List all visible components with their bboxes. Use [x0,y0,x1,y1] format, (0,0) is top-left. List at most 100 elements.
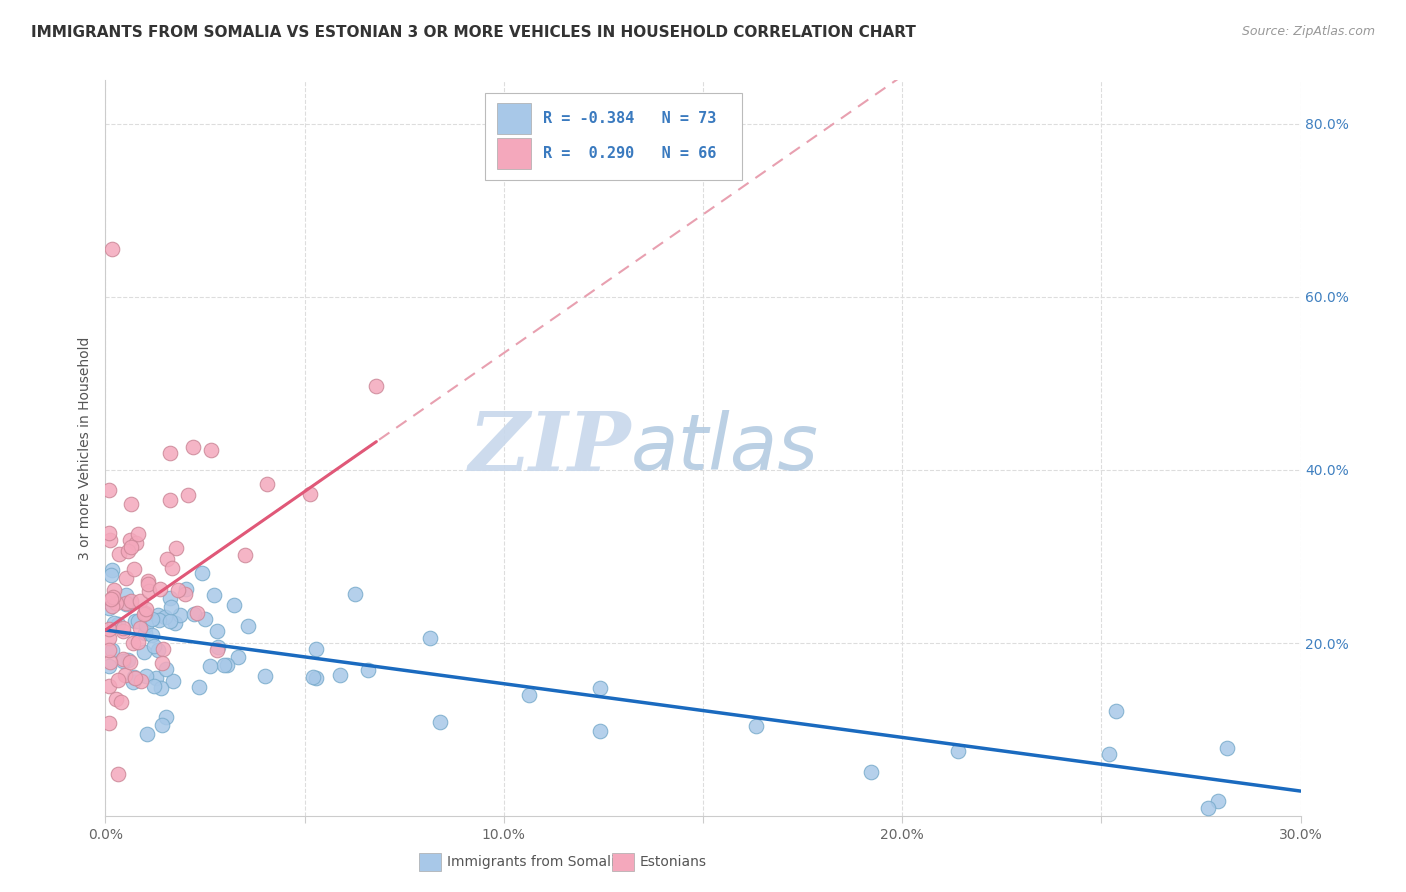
Point [125,536,148,550]
Point [98,679,121,693]
Point [107,547,129,561]
Point [155,552,177,566]
Point [159,445,181,459]
Point [344,587,367,601]
Point [256,477,278,491]
Point [186,606,208,620]
Point [127,614,149,628]
Point [117,653,139,667]
Point [122,670,145,684]
Point [98,623,121,637]
Point [155,663,177,677]
Point [138,577,160,591]
Point [100,568,122,582]
Y-axis label: 3 or more Vehicles in Household: 3 or more Vehicles in Household [79,336,93,560]
Point [132,645,155,659]
Point [105,692,128,706]
Point [114,597,136,611]
Text: Estonians: Estonians [640,855,707,869]
FancyBboxPatch shape [485,93,742,179]
Point [150,718,173,732]
Point [136,726,159,740]
Point [103,590,125,604]
Point [118,655,141,669]
Point [357,663,380,677]
Point [205,624,228,639]
Point [174,582,197,596]
Point [98,715,121,730]
Point [98,533,121,547]
Point [159,600,181,615]
Point [142,639,165,653]
Point [104,596,127,610]
Point [222,599,245,613]
Point [159,615,181,629]
Point [141,612,163,626]
Point [305,642,328,657]
Point [111,654,134,668]
Point [128,621,150,635]
Point [1105,704,1128,718]
Text: ZIP: ZIP [468,409,631,488]
Point [226,650,249,665]
Point [148,608,170,623]
Point [162,674,184,689]
Point [165,541,187,555]
Point [148,643,170,657]
Point [299,486,322,500]
Point [589,723,612,738]
Point [174,587,197,601]
Point [160,561,183,575]
Point [159,493,181,508]
Point [134,606,156,620]
Point [101,599,124,614]
Point [103,582,125,597]
Text: Immigrants from Somalia: Immigrants from Somalia [447,855,624,869]
Point [98,483,121,497]
Point [236,619,259,633]
Point [136,574,159,589]
Point [946,744,969,758]
Point [149,681,172,695]
Point [1197,800,1219,814]
Point [169,607,191,622]
Point [194,612,217,626]
Point [127,527,149,541]
Point [165,615,187,630]
Point [114,596,136,610]
Point [127,634,149,648]
Point [117,543,139,558]
Point [98,643,121,657]
Point [121,674,143,689]
Point [304,671,326,685]
FancyBboxPatch shape [498,138,531,169]
Point [122,635,145,649]
Point [202,588,225,602]
Point [121,594,143,608]
Point [107,767,129,781]
Point [419,631,441,645]
Point [98,659,121,673]
Point [114,571,136,585]
Point [1098,747,1121,762]
Point [138,583,160,598]
Point [217,657,239,672]
Point [1206,793,1229,807]
Point [124,614,146,628]
Point [98,656,121,670]
Point [153,610,176,624]
Point [100,591,122,606]
Point [589,681,612,695]
Point [150,656,173,670]
Point [111,652,134,666]
Point [155,710,177,724]
Point [519,688,541,702]
Point [101,642,124,657]
Point [200,443,222,458]
Point [122,561,145,575]
Point [98,631,121,645]
Point [115,588,138,602]
Point [176,487,198,501]
Point [429,715,451,730]
Point [107,617,129,632]
